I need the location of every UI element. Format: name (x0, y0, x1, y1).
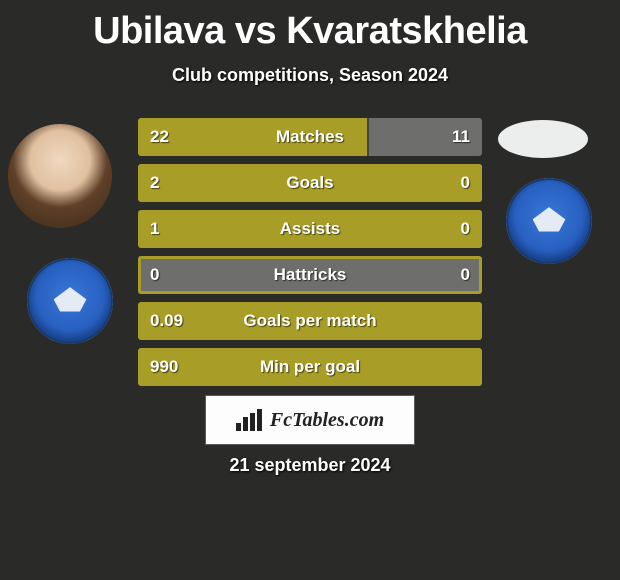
stat-value-right: 11 (452, 118, 470, 156)
date: 21 september 2024 (0, 455, 620, 476)
player-left-avatar (8, 124, 112, 228)
stats-panel: 22Matches112Goals01Assists00Hattricks00.… (138, 118, 482, 394)
stat-value-left: 0.09 (150, 302, 183, 340)
watermark-text: FcTables.com (270, 409, 384, 432)
stat-value-right: 0 (461, 210, 470, 248)
stat-row: 1Assists0 (138, 210, 482, 248)
stat-row: 2Goals0 (138, 164, 482, 202)
stat-value-left: 22 (150, 118, 169, 156)
subtitle: Club competitions, Season 2024 (0, 65, 620, 86)
stat-row: 0.09Goals per match (138, 302, 482, 340)
stat-value-left: 2 (150, 164, 159, 202)
stat-value-right: 0 (461, 256, 470, 294)
stat-value-right: 0 (461, 164, 470, 202)
page-title: Ubilava vs Kvaratskhelia (0, 0, 620, 53)
player-right-avatar (498, 120, 588, 158)
team-left-badge (27, 258, 113, 344)
bars-icon (236, 409, 264, 431)
stat-row: 990Min per goal (138, 348, 482, 386)
team-right-badge (506, 178, 592, 264)
stat-value-left: 0 (150, 256, 159, 294)
stat-row: 22Matches11 (138, 118, 482, 156)
watermark: FcTables.com (205, 395, 415, 445)
stat-value-left: 1 (150, 210, 159, 248)
stat-row: 0Hattricks0 (138, 256, 482, 294)
stat-value-left: 990 (150, 348, 178, 386)
stat-label: Hattricks (138, 256, 482, 294)
